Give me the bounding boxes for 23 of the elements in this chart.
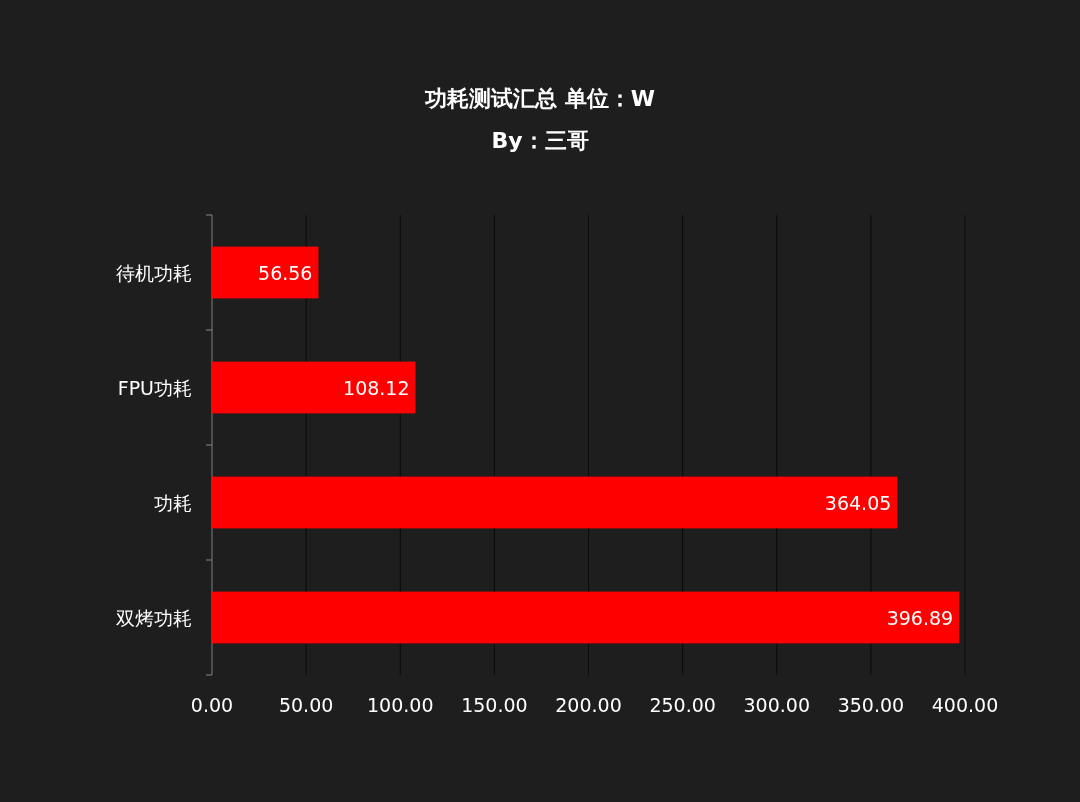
bar xyxy=(212,591,960,644)
x-tick-label: 350.00 xyxy=(837,694,905,716)
x-tick-label: 200.00 xyxy=(555,694,622,716)
x-tick-label: 100.00 xyxy=(367,694,434,716)
chart-subtitle: By：三哥 xyxy=(491,128,589,153)
x-tick-label: 400.00 xyxy=(931,694,999,716)
y-tick-label: 双烤功耗 xyxy=(116,606,192,629)
chart-title: 功耗测试汇总 单位：W xyxy=(424,86,655,111)
x-tick-label: 300.00 xyxy=(743,694,810,716)
x-tick-label: 150.00 xyxy=(461,694,528,716)
x-tick-label: 50.00 xyxy=(278,694,334,716)
x-tick-label: 250.00 xyxy=(649,694,716,716)
x-tick-label: 0.00 xyxy=(190,694,234,716)
data-label: 56.56 xyxy=(258,261,313,284)
bar xyxy=(212,361,416,414)
y-tick-label: 功耗 xyxy=(154,491,192,514)
y-tick-label: 待机功耗 xyxy=(116,261,192,284)
data-label: 108.12 xyxy=(343,376,410,399)
data-label: 396.89 xyxy=(886,606,954,629)
bar xyxy=(212,246,319,299)
data-label: 364.05 xyxy=(824,491,892,514)
bar xyxy=(212,476,898,529)
y-tick-label: FPU功耗 xyxy=(117,376,192,399)
